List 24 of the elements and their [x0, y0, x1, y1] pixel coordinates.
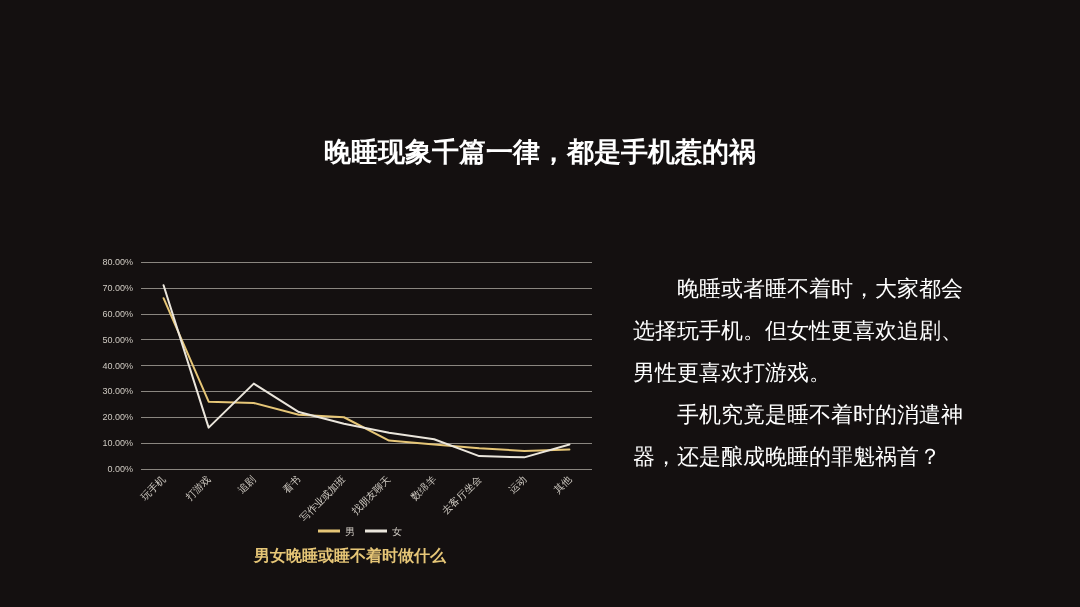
text: 手机究竟是睡不着时的消遣神器，还是酿成晚睡的罪魁祸首？ — [633, 401, 964, 471]
y-tick-label: 50.00% — [102, 334, 133, 345]
y-tick-label: 20.00% — [102, 412, 133, 423]
y-tick-label: 60.00% — [102, 308, 133, 319]
text: 男女晚睡或睡不着时做什么 — [253, 546, 447, 566]
x-tick-label: 运动 — [506, 473, 529, 496]
y-tick-label: 0.00% — [107, 464, 133, 474]
x-tick-label: 去客厅坐会 — [440, 473, 484, 517]
x-tick-label: 看书 — [280, 473, 303, 496]
y-tick-label: 70.00% — [102, 282, 133, 293]
chart-title: 晚睡现象千篇一律，都是手机惹的祸 — [323, 136, 757, 169]
x-tick-label: 打游戏 — [182, 473, 213, 503]
x-tick-label: 数绵羊 — [409, 473, 439, 503]
y-tick-label: 80.00% — [102, 257, 133, 267]
x-tick-label: 追剧 — [235, 473, 258, 496]
y-tick-label: 30.00% — [102, 386, 133, 397]
y-tick-label: 10.00% — [102, 438, 133, 449]
legend-label: 女 — [392, 525, 402, 537]
x-tick-label: 找朋友聊天 — [349, 473, 393, 517]
legend-label: 男 — [345, 525, 355, 537]
text: 晚睡或者睡不着时，大家都会选择玩手机。但女性更喜欢追剧、男性更喜欢打游戏。 — [633, 275, 964, 387]
x-tick-label: 其他 — [551, 473, 574, 496]
x-tick-label: 玩手机 — [138, 473, 168, 503]
y-tick-label: 40.00% — [102, 360, 133, 371]
